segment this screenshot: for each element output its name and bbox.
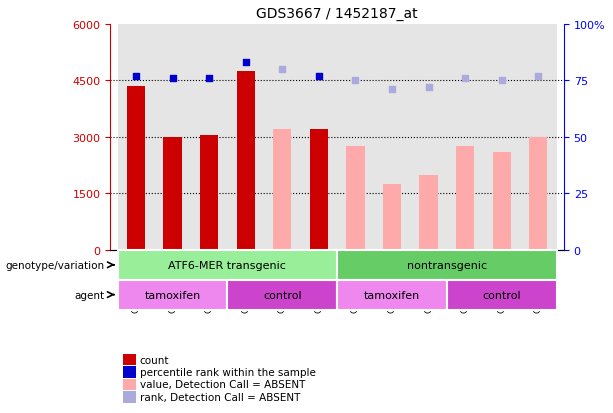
Point — [387, 87, 397, 93]
Bar — [520, 25, 557, 250]
Bar — [484, 25, 520, 250]
Bar — [200, 135, 218, 250]
Bar — [337, 250, 557, 280]
Point — [533, 74, 543, 80]
Bar — [237, 72, 255, 250]
Bar — [493, 152, 511, 250]
Text: rank, Detection Call = ABSENT: rank, Detection Call = ABSENT — [140, 392, 300, 402]
Bar — [118, 25, 154, 250]
Bar — [227, 280, 337, 310]
Point — [497, 78, 507, 84]
Bar — [447, 280, 557, 310]
Bar — [127, 87, 145, 250]
Point — [351, 78, 360, 84]
Point — [460, 76, 470, 82]
Bar — [191, 25, 227, 250]
Point — [314, 74, 324, 80]
Bar — [346, 147, 365, 250]
Point — [167, 76, 177, 82]
Bar — [419, 175, 438, 250]
Bar — [118, 280, 227, 310]
Bar — [337, 25, 374, 250]
Bar — [447, 25, 484, 250]
Text: value, Detection Call = ABSENT: value, Detection Call = ABSENT — [140, 380, 305, 389]
Point — [204, 76, 214, 82]
Bar — [227, 25, 264, 250]
Text: percentile rank within the sample: percentile rank within the sample — [140, 367, 316, 377]
Text: ATF6-MER transgenic: ATF6-MER transgenic — [169, 260, 286, 270]
Point — [424, 85, 433, 91]
Bar — [337, 280, 447, 310]
Bar — [383, 185, 401, 250]
Text: nontransgenic: nontransgenic — [407, 260, 487, 270]
Point — [277, 66, 287, 73]
Bar — [164, 138, 181, 250]
Text: count: count — [140, 355, 169, 365]
Text: tamoxifen: tamoxifen — [145, 290, 200, 300]
Bar — [118, 250, 337, 280]
Bar — [410, 25, 447, 250]
Point — [241, 60, 251, 66]
Bar — [529, 138, 547, 250]
Bar — [273, 130, 291, 250]
Bar — [300, 25, 337, 250]
Bar — [264, 25, 300, 250]
Point — [131, 74, 141, 80]
Bar — [456, 147, 474, 250]
Bar — [154, 25, 191, 250]
Bar — [374, 25, 410, 250]
Text: tamoxifen: tamoxifen — [364, 290, 420, 300]
Text: agent: agent — [74, 290, 104, 300]
Title: GDS3667 / 1452187_at: GDS3667 / 1452187_at — [256, 7, 418, 21]
Text: control: control — [482, 290, 521, 300]
Bar — [310, 130, 328, 250]
Text: control: control — [263, 290, 302, 300]
Text: genotype/variation: genotype/variation — [5, 260, 104, 270]
